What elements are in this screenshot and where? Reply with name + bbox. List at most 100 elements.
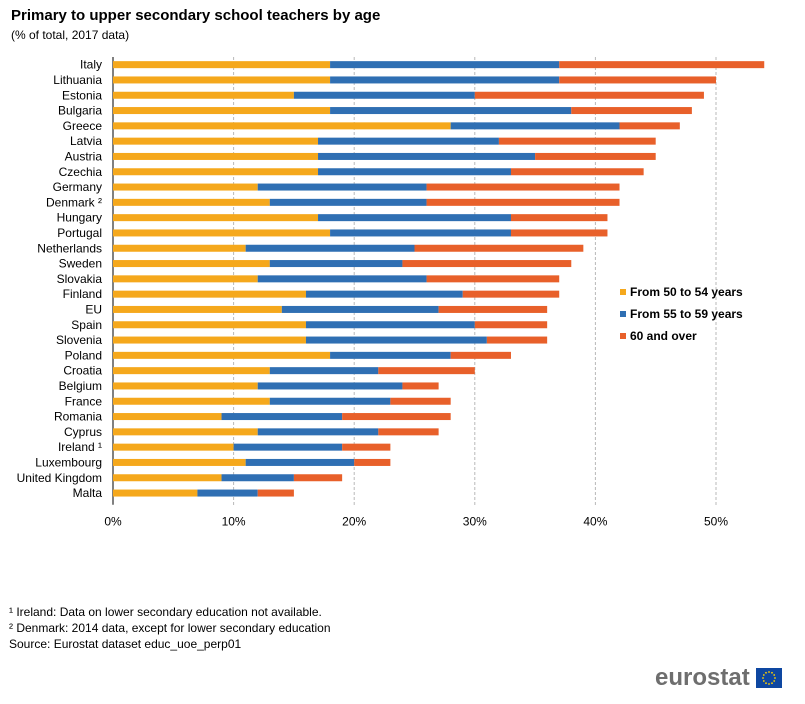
flag-star (770, 671, 773, 674)
bar-segment (426, 198, 620, 206)
bar-segment (257, 275, 427, 283)
flag-star (767, 683, 770, 685)
bar-segment (510, 168, 644, 176)
bar-segment (510, 229, 608, 237)
x-tick-label: 30% (463, 515, 487, 529)
bar-segment (414, 244, 584, 252)
bar-segment (330, 76, 560, 84)
bar-segment (486, 336, 548, 344)
bar-segment (113, 214, 319, 222)
eurostat-logo: eurostat (655, 664, 782, 691)
x-tick-label: 0% (104, 515, 122, 529)
bar-segment (330, 351, 451, 359)
bar-segment (113, 397, 270, 405)
chart-title: Primary to upper secondary school teache… (11, 7, 381, 24)
bar-segment (450, 122, 620, 130)
category-label: Malta (73, 486, 103, 500)
bar-segment (113, 137, 319, 145)
legend-label: From 50 to 54 years (630, 285, 743, 299)
x-tick-label: 40% (583, 515, 607, 529)
bar-segment (342, 413, 451, 421)
flag-star (762, 680, 765, 682)
footnote-ireland: ¹ Ireland: Data on lower secondary educa… (9, 605, 322, 619)
bar-segment (426, 275, 560, 283)
bar-segment (342, 443, 391, 451)
bar-segment (402, 382, 439, 390)
bar-segment (450, 351, 511, 359)
bar-segment (269, 367, 379, 375)
bar-segment (498, 137, 656, 145)
footnotes: ¹ Ireland: Data on lower secondary educa… (9, 604, 331, 652)
logo-text: eurostat (655, 664, 750, 691)
category-label: France (65, 394, 103, 408)
source-note: Source: Eurostat dataset educ_uoe_perp01 (9, 637, 242, 651)
flag-star (767, 671, 770, 673)
bar-segment (113, 244, 246, 252)
bar-segment (113, 91, 294, 99)
category-label: Sweden (59, 257, 102, 271)
bar-segment (354, 458, 391, 466)
bar-segment (221, 413, 343, 421)
bar-segment (474, 91, 704, 99)
category-label: Italy (80, 58, 102, 72)
bar-segment (281, 305, 439, 313)
bar-segment (113, 458, 246, 466)
category-label: United Kingdom (17, 471, 102, 485)
category-label: Ireland ¹ (58, 440, 102, 454)
bar-segment (305, 321, 475, 329)
bar-segment (257, 428, 379, 436)
flag-star (770, 682, 773, 685)
category-label: Hungary (57, 211, 102, 225)
bar-segment (113, 275, 258, 283)
bar-segment (221, 474, 294, 482)
category-label: Portugal (57, 226, 102, 240)
legend-swatch (620, 311, 626, 317)
bar-segment (378, 367, 475, 375)
bar-segment (305, 336, 487, 344)
flag-star (764, 671, 767, 674)
category-label: Czechia (59, 165, 103, 179)
bar-segment (113, 321, 306, 329)
bar-segment (378, 428, 439, 436)
bar-segment (330, 229, 511, 237)
bar-segment (113, 336, 306, 344)
category-label: Germany (53, 180, 102, 194)
bar-segment (113, 428, 258, 436)
bar-segment (426, 183, 620, 191)
bar-segment (257, 382, 403, 390)
category-label: Finland (63, 287, 102, 301)
bar-segment (113, 443, 234, 451)
category-label: Belgium (59, 379, 102, 393)
bar-segment (619, 122, 680, 130)
bar-segment (269, 397, 391, 405)
category-label: Cyprus (64, 425, 102, 439)
bar-segment (113, 489, 198, 497)
flag-star (772, 674, 775, 676)
bar-segment (257, 183, 427, 191)
x-tick-label: 10% (222, 515, 246, 529)
bar-segment (113, 168, 319, 176)
category-label: Croatia (63, 364, 102, 378)
bar-segment (318, 152, 536, 160)
bar-segment (293, 91, 475, 99)
bar-segment (330, 107, 572, 115)
footnote-denmark: ² Denmark: 2014 data, except for lower s… (9, 621, 331, 635)
eu-flag-icon (755, 668, 782, 688)
category-label: Austria (65, 149, 103, 163)
bar-segment (318, 168, 511, 176)
category-label: Latvia (70, 134, 102, 148)
bar-segment (245, 244, 415, 252)
bar-segment (113, 290, 306, 298)
bar-segment (269, 260, 403, 268)
bar-segment (113, 229, 331, 237)
legend-label: 60 and over (630, 329, 697, 343)
flag-star (761, 677, 764, 679)
flag-star (762, 674, 765, 676)
bar-segment (113, 198, 270, 206)
category-label: Spain (71, 318, 102, 332)
bar-segment (462, 290, 560, 298)
bar-segment (402, 260, 572, 268)
category-label: Slovakia (57, 272, 103, 286)
category-label: Estonia (62, 88, 102, 102)
